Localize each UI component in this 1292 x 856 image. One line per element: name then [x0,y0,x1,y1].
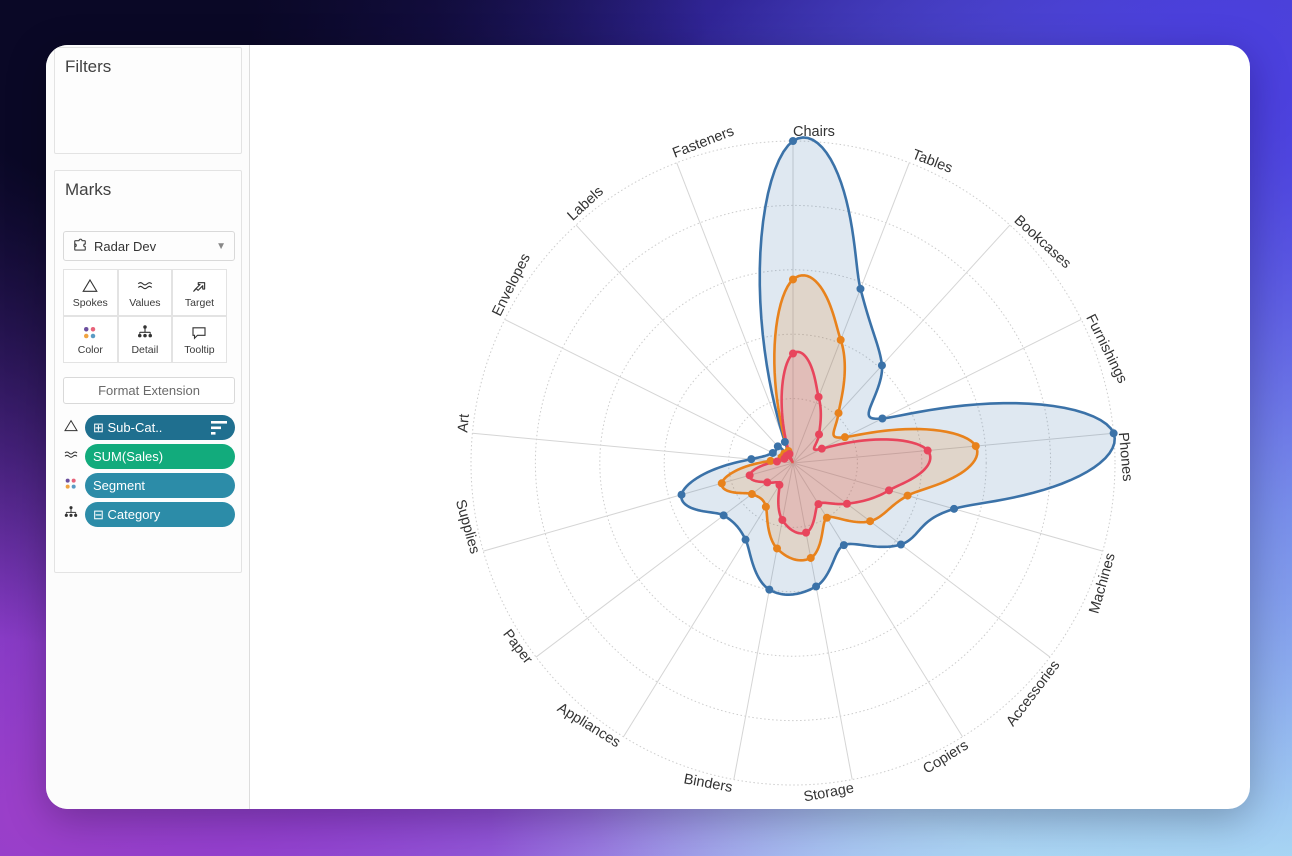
svg-text:Art: Art [455,413,473,433]
svg-text:Envelopes: Envelopes [489,251,534,319]
svg-text:Labels: Labels [564,184,606,225]
svg-text:Fasteners: Fasteners [670,123,736,161]
svg-text:Accessories: Accessories [1003,658,1063,730]
svg-text:Chairs: Chairs [793,124,835,140]
svg-text:Supplies: Supplies [452,498,483,556]
svg-text:Appliances: Appliances [554,700,623,751]
svg-text:Furnishings: Furnishings [1082,312,1130,386]
svg-text:Machines: Machines [1087,551,1119,615]
svg-text:Paper: Paper [499,627,535,668]
svg-text:Binders: Binders [682,771,733,796]
svg-text:Copiers: Copiers [920,737,971,777]
svg-text:Bookcases: Bookcases [1011,212,1074,272]
svg-text:Phones: Phones [1115,432,1135,482]
